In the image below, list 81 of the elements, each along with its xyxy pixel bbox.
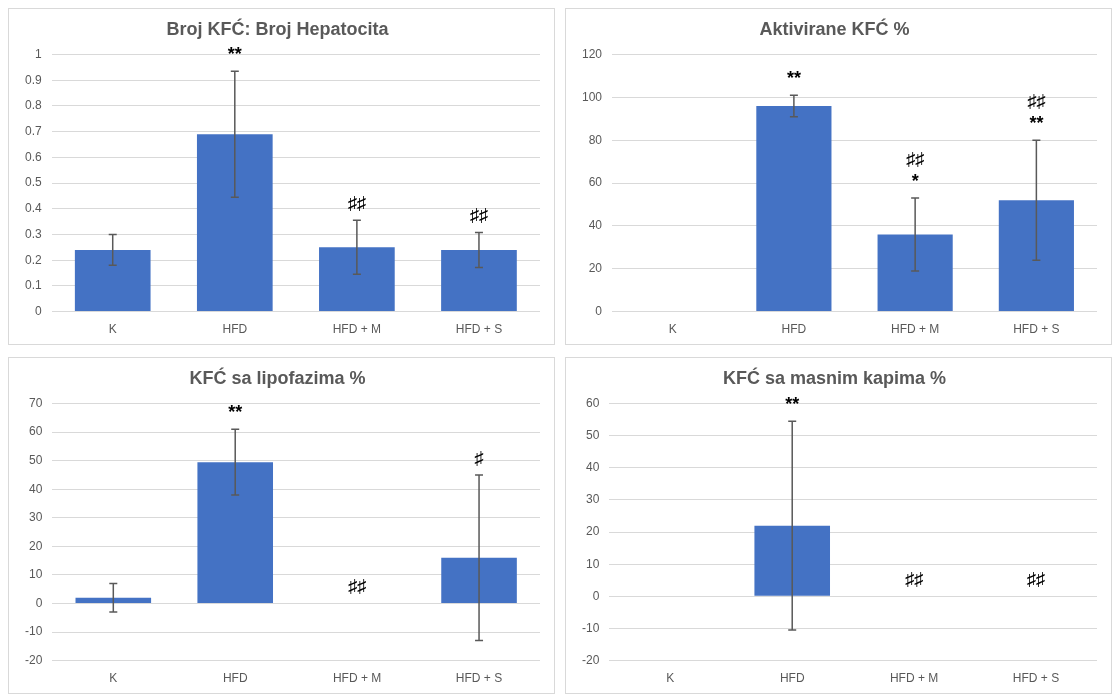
x-tick-label: K xyxy=(109,671,118,686)
y-tick-label: 0.9 xyxy=(24,72,42,87)
y-tick-label: 10 xyxy=(28,567,43,582)
x-tick-label: HFD + S xyxy=(455,671,503,686)
x-tick-label: HFD + S xyxy=(455,322,503,337)
y-tick-label: 60 xyxy=(585,395,600,410)
bar xyxy=(877,234,953,312)
bar xyxy=(441,557,517,603)
y-tick-label: 0.5 xyxy=(24,175,42,190)
y-tick-label: 40 xyxy=(28,481,43,496)
x-tick-label: HFD + M xyxy=(890,322,940,337)
y-tick-label: 0 xyxy=(595,303,603,318)
bar xyxy=(756,106,832,312)
annotation: ♯♯ xyxy=(906,149,925,170)
y-tick-label: 20 xyxy=(588,261,603,276)
y-tick-label: 100 xyxy=(581,89,603,104)
annotation: ** xyxy=(227,44,242,65)
y-tick-label: 50 xyxy=(28,453,43,468)
y-tick-label: 10 xyxy=(585,556,600,571)
y-tick-label: 0.4 xyxy=(24,201,42,216)
y-tick-label: 30 xyxy=(585,492,600,507)
y-tick-label: 60 xyxy=(28,424,43,439)
y-tick-label: 30 xyxy=(28,510,43,525)
bar xyxy=(319,247,395,312)
y-tick-label: 120 xyxy=(581,46,603,61)
annotation: * xyxy=(911,171,919,192)
y-tick-label: 60 xyxy=(588,175,603,190)
y-tick-label: 50 xyxy=(585,428,600,443)
annotation: ♯♯ xyxy=(347,193,366,214)
x-tick-label: K xyxy=(668,322,677,337)
x-tick-label: HFD + S xyxy=(1012,671,1060,686)
y-tick-label: 0.6 xyxy=(24,149,42,164)
bar xyxy=(196,134,273,312)
y-tick-label: 80 xyxy=(588,132,603,147)
x-tick-label: K xyxy=(108,322,117,337)
chart-title: Broj KFĆ: Broj Hepatocita xyxy=(166,17,390,39)
x-tick-label: HFD + M xyxy=(332,322,382,337)
x-tick-label: HFD xyxy=(779,671,805,686)
annotation: ** xyxy=(785,394,800,415)
annotation: ♯♯ xyxy=(905,569,924,590)
y-tick-label: 0.1 xyxy=(24,278,42,293)
chart-title: KFĆ sa masnim kapima % xyxy=(722,366,947,388)
bar xyxy=(197,462,274,603)
annotation: ** xyxy=(786,68,801,89)
y-tick-label: 0 xyxy=(35,595,43,610)
x-tick-label: K xyxy=(666,671,675,686)
annotation: ** xyxy=(228,402,243,423)
y-tick-label: -10 xyxy=(582,620,600,635)
annotation: ♯♯ xyxy=(469,205,488,226)
y-tick-label: -20 xyxy=(582,652,600,667)
annotation: ♯♯ xyxy=(1027,91,1046,112)
y-tick-label: -20 xyxy=(25,652,43,667)
y-tick-label: -10 xyxy=(25,624,43,639)
annotation: ** xyxy=(1029,113,1044,134)
y-tick-label: 0 xyxy=(592,588,600,603)
y-tick-label: 20 xyxy=(585,524,600,539)
y-tick-label: 70 xyxy=(28,395,43,410)
bar xyxy=(75,597,152,603)
y-tick-label: 0.7 xyxy=(24,124,42,139)
x-tick-label: HFD xyxy=(222,671,248,686)
y-tick-label: 20 xyxy=(28,538,43,553)
y-tick-label: 0 xyxy=(34,303,42,318)
annotation: ♯♯ xyxy=(1027,569,1046,590)
y-tick-label: 0.8 xyxy=(24,98,42,113)
x-tick-label: HFD + M xyxy=(332,671,382,686)
chart-title: KFĆ sa lipofazima % xyxy=(189,366,366,388)
bar xyxy=(441,249,517,312)
bar xyxy=(998,200,1074,312)
annotation: ♯ xyxy=(474,447,484,468)
y-tick-label: 1 xyxy=(34,46,42,61)
x-tick-label: HFD + S xyxy=(1013,322,1060,337)
x-tick-label: HFD xyxy=(222,322,248,337)
y-tick-label: 0.2 xyxy=(24,252,42,267)
chart-title: Aktivirane KFĆ % xyxy=(759,17,910,39)
y-tick-label: 40 xyxy=(588,218,603,233)
bar xyxy=(74,249,151,312)
annotation: ♯♯ xyxy=(348,576,367,597)
x-tick-label: HFD + M xyxy=(889,671,939,686)
y-tick-label: 40 xyxy=(585,460,600,475)
y-tick-label: 0.3 xyxy=(24,226,42,241)
x-tick-label: HFD xyxy=(781,322,807,337)
